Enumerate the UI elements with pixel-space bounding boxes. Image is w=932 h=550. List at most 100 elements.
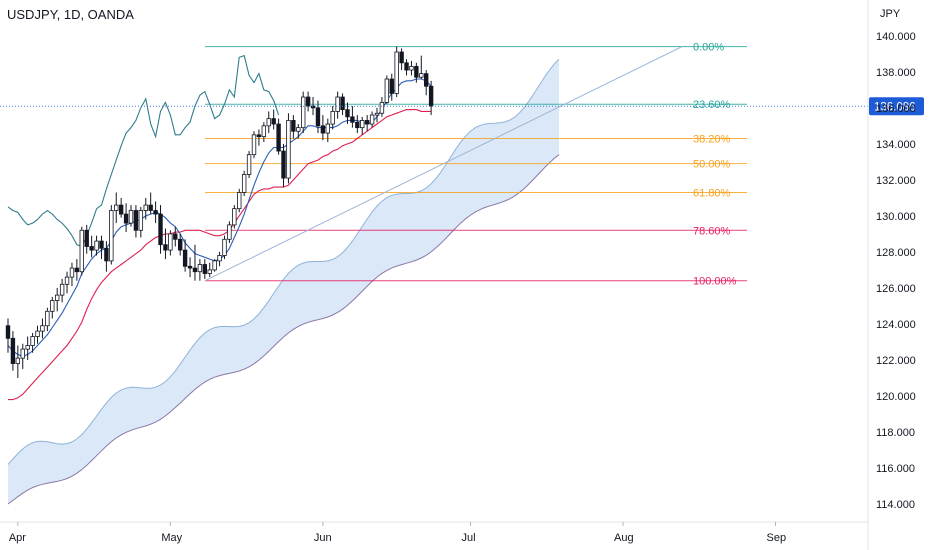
candle-body [335, 96, 340, 112]
candle-body [217, 255, 222, 262]
kijun-sen-line [8, 109, 432, 401]
candle-body [389, 78, 394, 94]
candle-body [256, 134, 262, 138]
price-badge-label: 136.086 [874, 101, 916, 113]
y-tick-label: 140.000 [876, 31, 916, 43]
candle-body [10, 337, 16, 364]
candle-body [104, 247, 109, 262]
candle-body [138, 210, 144, 231]
candle-body [69, 267, 75, 278]
candle-body [94, 240, 99, 251]
candle-body [20, 348, 25, 359]
candle-body [330, 111, 335, 125]
senkou-span-a [7, 58, 560, 465]
candle-body [158, 213, 163, 246]
candle-body [394, 51, 399, 94]
candle-body [419, 73, 424, 78]
candle-body [409, 66, 414, 71]
candle-body [15, 357, 21, 364]
candle-body [227, 224, 232, 240]
candle-body [79, 229, 84, 273]
candle-body [379, 102, 385, 114]
fib-level-label: 38.20% [693, 133, 731, 145]
candle-body [276, 123, 281, 152]
candle-body [187, 265, 193, 269]
y-tick-label: 128.000 [876, 247, 916, 259]
y-tick-label: 138.000 [876, 67, 916, 79]
candle-body [5, 325, 11, 339]
candle-body [118, 204, 124, 215]
fib-level-label: 100.00% [693, 276, 737, 288]
y-tick-label: 118.000 [876, 427, 915, 439]
candle-body [153, 210, 158, 215]
candle-body [74, 267, 80, 273]
y-tick-label: 124.000 [876, 319, 916, 331]
candle-body [207, 269, 212, 274]
fib-level-label: 0.00% [693, 42, 724, 54]
candle-body [428, 85, 434, 107]
candle-body [266, 118, 271, 127]
chart-title: USDJPY, 1D, OANDA [7, 7, 134, 22]
fibonacci-retracement: 0.00% 23.60% 38.20% 50.00% 61.80% 78.60% 100.0… [204, 42, 747, 288]
y-tick-label: 120.000 [876, 391, 916, 403]
candlesticks [5, 46, 434, 378]
candle-body [414, 66, 419, 78]
candle-body [84, 229, 89, 247]
candle-body [99, 240, 104, 249]
x-tick-label: Aug [614, 532, 634, 544]
y-tick-label: 116.000 [876, 463, 915, 475]
candle-body [128, 210, 134, 224]
chikou-span-line [7, 54, 280, 248]
candle-body [355, 121, 360, 129]
y-tick-label: 136.000 [876, 103, 916, 115]
candle-body [315, 107, 321, 127]
candle-body [325, 123, 330, 134]
candle-body [182, 249, 188, 267]
candle-body [286, 120, 291, 179]
candle-body [296, 127, 301, 132]
candle-body [133, 210, 139, 231]
candle-body [364, 120, 370, 125]
fib-trend-line [204, 46, 683, 282]
candle-body [89, 246, 94, 251]
cloud-fill [8, 59, 559, 504]
y-tick-label: 114.000 [876, 499, 915, 511]
candle-body [163, 244, 168, 251]
candle-body [384, 78, 390, 103]
y-tick-label: 134.000 [876, 139, 916, 151]
x-tick-label: Jul [461, 532, 475, 544]
candle-body [30, 336, 35, 346]
candle-body [143, 204, 148, 211]
ichimoku-cloud [7, 58, 560, 505]
candle-body [291, 120, 296, 132]
candle-body [320, 125, 326, 134]
candle-body [114, 204, 119, 211]
candle-body [423, 73, 429, 87]
candle-body [50, 300, 55, 312]
candle-body [246, 154, 252, 175]
candle-body [360, 120, 365, 129]
candle-body [399, 51, 404, 64]
candle-body [64, 276, 70, 285]
candle-body [59, 283, 65, 296]
candle-body [374, 112, 380, 116]
candle-body [241, 174, 247, 193]
x-tick-label: Jun [314, 532, 332, 544]
candle-body [197, 264, 203, 273]
candle-body [305, 96, 311, 107]
y-tick-label: 122.000 [876, 355, 916, 367]
candle-body [192, 267, 198, 273]
y-tick-label: 130.000 [876, 211, 916, 223]
senkou-span-b [7, 154, 560, 505]
candle-body [35, 330, 40, 337]
candle-body [271, 118, 276, 125]
candle-body [168, 233, 173, 251]
x-tick-label: May [161, 532, 182, 544]
price-line: 136.086 [0, 97, 924, 116]
price-badge [869, 97, 924, 116]
candle-body [345, 109, 350, 118]
y-tick-label: 132.000 [876, 175, 916, 187]
candle-body [310, 105, 316, 109]
